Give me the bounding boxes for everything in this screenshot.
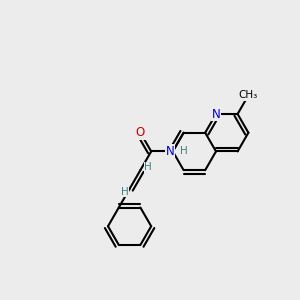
Text: O: O	[136, 126, 145, 139]
Text: CH₃: CH₃	[239, 90, 258, 100]
Text: H: H	[121, 187, 129, 197]
Text: N: N	[166, 145, 174, 158]
Text: H: H	[144, 162, 152, 172]
Text: N: N	[212, 107, 220, 121]
Text: H: H	[180, 146, 188, 156]
